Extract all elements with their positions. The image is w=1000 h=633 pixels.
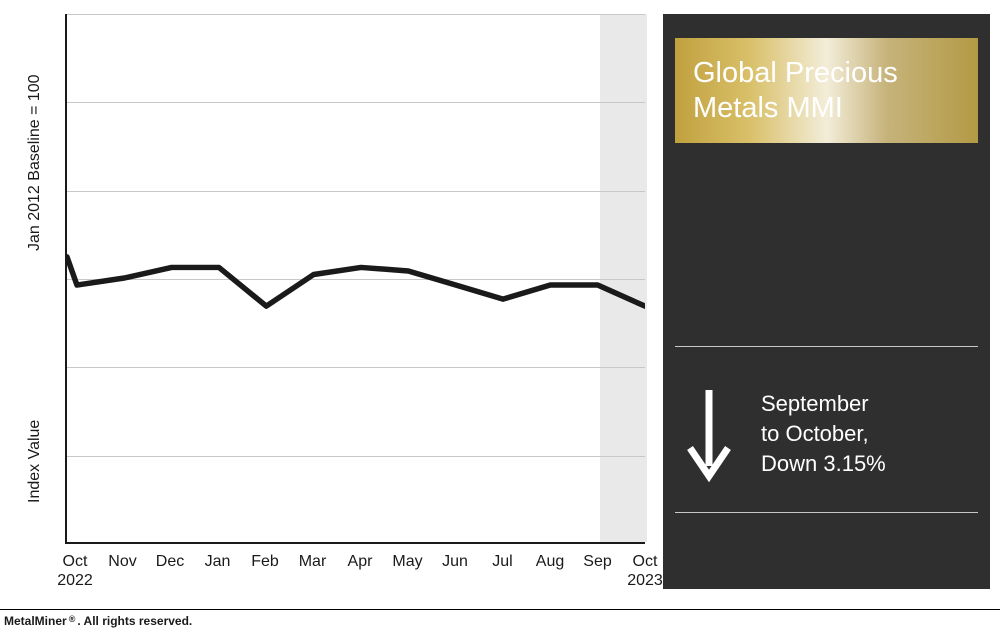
- x-tick-label: May: [392, 552, 422, 571]
- sidebar-title: Global Precious Metals MMI: [693, 56, 898, 126]
- x-axis-labels: Oct2022NovDecJanFebMarAprMayJunJulAugSep…: [65, 552, 645, 602]
- x-tick-label: Oct2023: [627, 552, 663, 590]
- footer-rights: . All rights reserved.: [77, 614, 192, 628]
- x-tick-label: Jan: [205, 552, 231, 571]
- registered-icon: ®: [69, 614, 76, 624]
- x-tick-label: Mar: [299, 552, 327, 571]
- sidebar-divider-bottom: [675, 512, 978, 513]
- change-line3: Down 3.15%: [761, 451, 886, 476]
- data-line: [67, 257, 645, 306]
- sidebar-title-line2: Metals MMI: [693, 92, 843, 124]
- x-tick-label: Oct2022: [57, 552, 93, 590]
- sidebar-change-text: September to October, Down 3.15%: [761, 389, 886, 478]
- footer-brand: MetalMiner: [4, 614, 67, 628]
- change-line1: September: [761, 391, 869, 416]
- sidebar-panel: Global Precious Metals MMI September to …: [663, 14, 990, 589]
- x-tick-label: Feb: [251, 552, 279, 571]
- y-axis-baseline-label: Jan 2012 Baseline = 100: [26, 48, 46, 278]
- y-axis-value-label: Index Value: [26, 391, 46, 531]
- change-line2: to October,: [761, 421, 869, 446]
- x-tick-label: Jun: [442, 552, 468, 571]
- plot-area: [65, 14, 645, 544]
- x-tick-label: Nov: [108, 552, 136, 571]
- footer-attribution: MetalMiner®. All rights reserved.: [4, 614, 192, 628]
- chart-region: Jan 2012 Baseline = 100 Index Value Oct2…: [10, 14, 650, 589]
- sidebar-change-row: September to October, Down 3.15%: [675, 364, 978, 504]
- x-tick-label: Aug: [536, 552, 564, 571]
- x-tick-label: Jul: [492, 552, 512, 571]
- sidebar-title-line1: Global Precious: [693, 57, 898, 89]
- sidebar-divider-top: [675, 346, 978, 347]
- x-tick-label: Apr: [348, 552, 373, 571]
- sidebar-header: Global Precious Metals MMI: [675, 38, 978, 143]
- x-tick-label: Dec: [156, 552, 184, 571]
- chart-container: Jan 2012 Baseline = 100 Index Value Oct2…: [0, 0, 1000, 610]
- x-tick-label: Sep: [583, 552, 611, 571]
- down-arrow-icon: [675, 384, 743, 484]
- line-chart-svg: [67, 14, 645, 542]
